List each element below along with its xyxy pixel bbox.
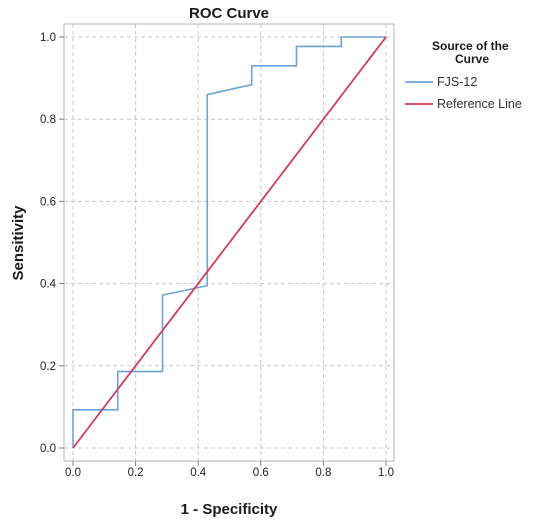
axis-ticks: 0.0 0.2 0.4 0.6 0.8 1.0 0.0 0.2 0.4 0.6 0.8 1.0 — [40, 32, 394, 479]
legend-title-line-2: Curve — [455, 52, 489, 66]
y-tick-label: 0.8 — [40, 114, 56, 126]
plot-frame — [63, 23, 395, 462]
x-axis-label: 1 - Specificity — [181, 501, 278, 518]
y-tick-label: 0.0 — [40, 443, 56, 455]
x-tick-label: 0.8 — [315, 467, 331, 479]
legend-label: FJS-12 — [437, 75, 477, 89]
y-tick-label: 0.2 — [40, 361, 56, 373]
legend-title-line-1: Source of the — [432, 39, 509, 53]
chart-title: ROC Curve — [189, 5, 269, 22]
x-tick-label: 0.2 — [128, 467, 144, 479]
legend-title: Source of the Curve — [432, 39, 512, 66]
y-tick-label: 0.6 — [40, 196, 56, 208]
x-tick-label: 1.0 — [378, 467, 394, 479]
x-tick-label: 0.6 — [253, 467, 269, 479]
grid-layer — [64, 24, 394, 461]
legend-label: Reference Line — [437, 97, 522, 111]
series-layer — [72, 36, 387, 449]
fjs-12-roc-line — [72, 36, 386, 448]
legend: Source of the Curve FJS-12 Reference Line — [405, 39, 522, 111]
y-tick-label: 0.4 — [40, 279, 57, 291]
x-tick-label: 0.0 — [65, 467, 81, 479]
reference-line — [72, 36, 387, 449]
y-tick-label: 1.0 — [40, 32, 56, 44]
legend-items: FJS-12 Reference Line — [405, 75, 522, 111]
x-tick-label: 0.4 — [190, 467, 207, 479]
y-axis-label: Sensitivity — [10, 205, 27, 281]
